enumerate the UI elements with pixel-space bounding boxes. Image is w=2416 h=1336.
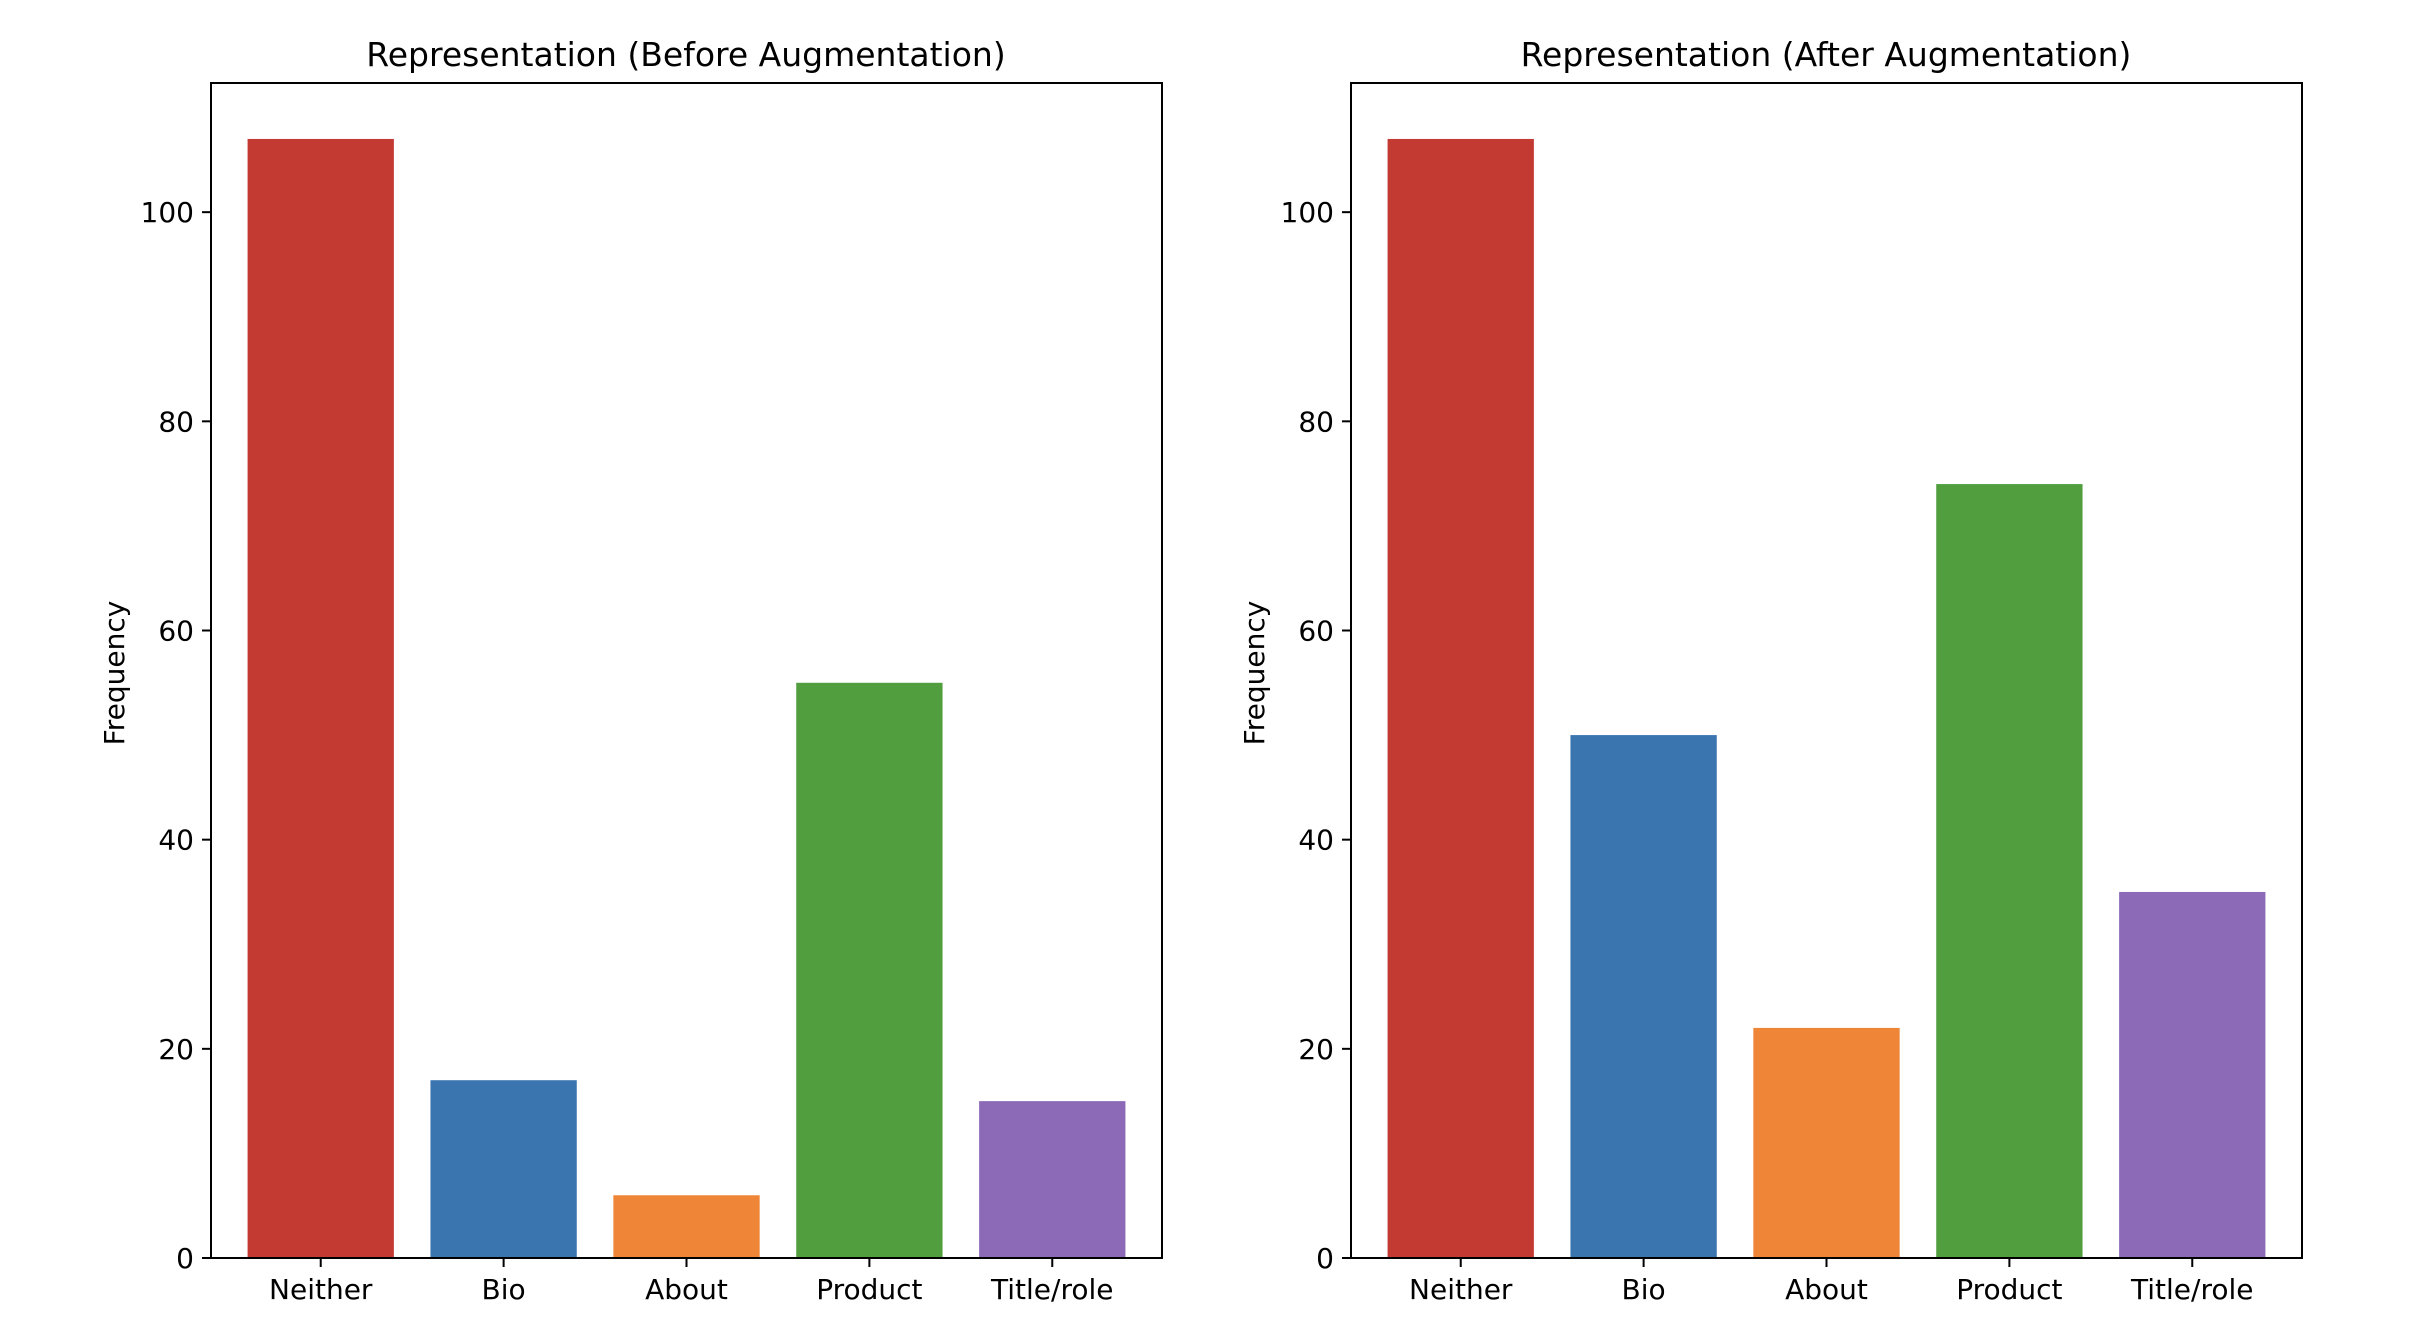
x-tick-label-about: About [1785,1273,1868,1306]
y-tick-label: 60 [1298,614,1334,647]
x-tick-label-title-role: Title/role [2130,1273,2253,1306]
chart-title: Representation (After Augmentation) [1521,35,2132,74]
y-tick-label: 100 [141,196,194,229]
bar-title-role [979,1101,1126,1258]
bar-product [1936,484,2083,1258]
y-tick-label: 40 [158,824,194,857]
y-tick-label: 0 [176,1242,194,1275]
bar-bio [430,1080,577,1258]
y-tick-label: 100 [1281,196,1334,229]
plot-area-frame [1350,82,2303,1259]
bar-group [247,138,1126,1258]
bar-product [796,682,943,1258]
chart-after-augmentation: Representation (After Augmentation) Freq… [1238,35,2303,1306]
y-tick-label: 80 [1298,405,1334,438]
y-tick-label: 20 [158,1033,194,1066]
tick-group: Neither Bio About Product Title/role 0 20 40 60 8… [141,196,1114,1306]
chart-title: Representation (Before Augmentation) [366,35,1005,74]
plot-area-frame [210,82,1163,1259]
y-tick-label: 40 [1298,824,1334,857]
tick-group: Neither Bio About Product Title/role 0 20 40 60 8… [1281,196,2254,1306]
bar-neither [1387,138,1534,1258]
y-tick-label: 0 [1316,1242,1334,1275]
bar-bio [1570,735,1717,1258]
y-tick-label: 20 [1298,1033,1334,1066]
y-tick-label: 60 [158,614,194,647]
bar-neither [247,138,394,1258]
x-tick-label-product: Product [816,1273,922,1306]
bar-about [1753,1027,1900,1258]
x-tick-label-neither: Neither [1409,1273,1513,1306]
y-tick-label: 80 [158,405,194,438]
x-tick-label-product: Product [1956,1273,2062,1306]
y-axis-label: Frequency [98,601,131,746]
x-tick-label-bio: Bio [1622,1273,1666,1306]
bar-group [1387,138,2266,1258]
bar-about [613,1195,760,1258]
chart-before-augmentation: Representation (Before Augmentation) Fre… [98,35,1163,1306]
x-tick-label-title-role: Title/role [990,1273,1113,1306]
bar-title-role [2119,891,2266,1258]
x-tick-label-bio: Bio [482,1273,526,1306]
x-tick-label-neither: Neither [269,1273,373,1306]
y-axis-label: Frequency [1238,601,1271,746]
x-tick-label-about: About [645,1273,728,1306]
